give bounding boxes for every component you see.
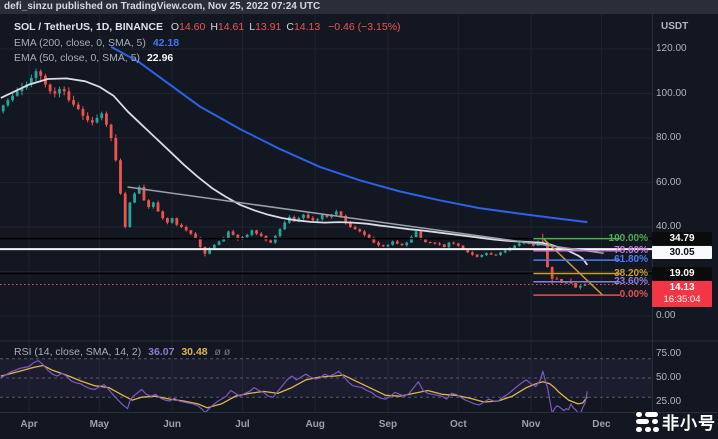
ohlc-key: C [286, 21, 294, 33]
publish-header-text: defi_sinzu published on TradingView.com,… [4, 1, 321, 12]
ema-50-line[interactable] [0, 77, 589, 266]
ohlc-key: O [170, 21, 180, 33]
price-badge: 19.09 [652, 267, 712, 281]
ema50-value: 22.96 [146, 52, 174, 64]
ema200-label[interactable]: EMA (200, close, 0, SMA, 5) [14, 37, 146, 49]
price-tick-label: 80.00 [656, 132, 682, 143]
rsi-series [0, 360, 588, 412]
month-label: Aug [305, 419, 325, 430]
watermark: 非小号 [636, 409, 716, 434]
bar-countdown: 16:35:04 [663, 294, 701, 306]
ema200-value: 42.18 [152, 37, 180, 49]
price-tick-label: 60.00 [656, 176, 682, 188]
month-label: Sep [378, 419, 398, 430]
rsi-tick-label: 25.00 [656, 396, 682, 407]
ohlc-value: 14.61 [217, 21, 245, 33]
rsi-label[interactable]: RSI (14, close, SMA, 14, 2) [14, 346, 142, 358]
month-label: May [89, 419, 110, 430]
fib-level-label: 0.00% [619, 289, 648, 301]
month-label: Apr [20, 419, 38, 430]
candlestick-series [1, 68, 587, 290]
ema50-legend-row[interactable]: EMA (50, close, 0, SMA, 5) 22.96 [14, 52, 173, 64]
price-badge: 34.79 [652, 232, 712, 246]
price-tick-label: 120.00 [656, 43, 687, 54]
rsi-hidden-values: ø ø [214, 346, 231, 358]
price-axis-unit: USDT [661, 21, 689, 32]
ohlc-key: L [249, 21, 256, 33]
fib-level-label: 38.20% [614, 267, 648, 279]
panel-separators [0, 14, 718, 413]
ema50-label[interactable]: EMA (50, close, 0, SMA, 5) [14, 52, 141, 64]
price-badge: 30.05 [652, 246, 712, 260]
rsi-legend-row[interactable]: RSI (14, close, SMA, 14, 2) 36.07 30.48 … [14, 346, 230, 358]
price-badge: 14.13 16:35:04 [652, 281, 712, 308]
month-label: Dec [592, 419, 611, 430]
fib-level-label: 23.60% [614, 275, 648, 287]
trendlines[interactable] [127, 186, 604, 296]
fib-level-label: 78.60% [614, 244, 648, 256]
ema-200-line[interactable] [110, 45, 588, 224]
publish-header: defi_sinzu published on TradingView.com,… [0, 0, 718, 14]
ohlc-key: H [210, 21, 218, 33]
month-label: Nov [521, 419, 541, 430]
ohlc-value: 14.13 [293, 21, 321, 33]
fib-level-label: 61.80% [614, 254, 648, 266]
price-tick-label: 40.00 [656, 221, 682, 232]
rsi-value: 36.07 [148, 346, 175, 358]
symbol-title[interactable]: SOL / TetherUS, 1D, BINANCE [14, 21, 163, 33]
ohlc-value: 14.60 [179, 21, 206, 33]
fib-retracement-lines[interactable] [533, 237, 621, 296]
price-tick-label: 100.00 [656, 87, 687, 99]
rsi-sma-value: 30.48 [181, 346, 208, 358]
month-label: Jun [163, 419, 181, 430]
ema200-legend-row[interactable]: EMA (200, close, 0, SMA, 5) 42.18 [14, 37, 179, 49]
ohlc-value: 13.91 [255, 21, 282, 33]
symbol-legend-row[interactable]: SOL / TetherUS, 1D, BINANCE O14.60 H14.61… [14, 21, 401, 33]
month-label: Oct [449, 419, 467, 430]
feixiaohao-logo-icon [636, 411, 659, 432]
ohlc-values: O14.60 H14.61 L13.91 C14.13 [166, 21, 320, 33]
watermark-text: 非小号 [662, 414, 716, 433]
month-label: Jul [235, 419, 250, 430]
fib-level-label: 100.00% [608, 232, 648, 244]
price-tick-label: 0.00 [656, 310, 676, 321]
rsi-tick-label: 75.00 [656, 348, 682, 359]
change-value: −0.46 (−3.15%) [328, 21, 401, 33]
rsi-tick-label: 50.00 [656, 372, 682, 383]
rsi-band [0, 358, 652, 398]
